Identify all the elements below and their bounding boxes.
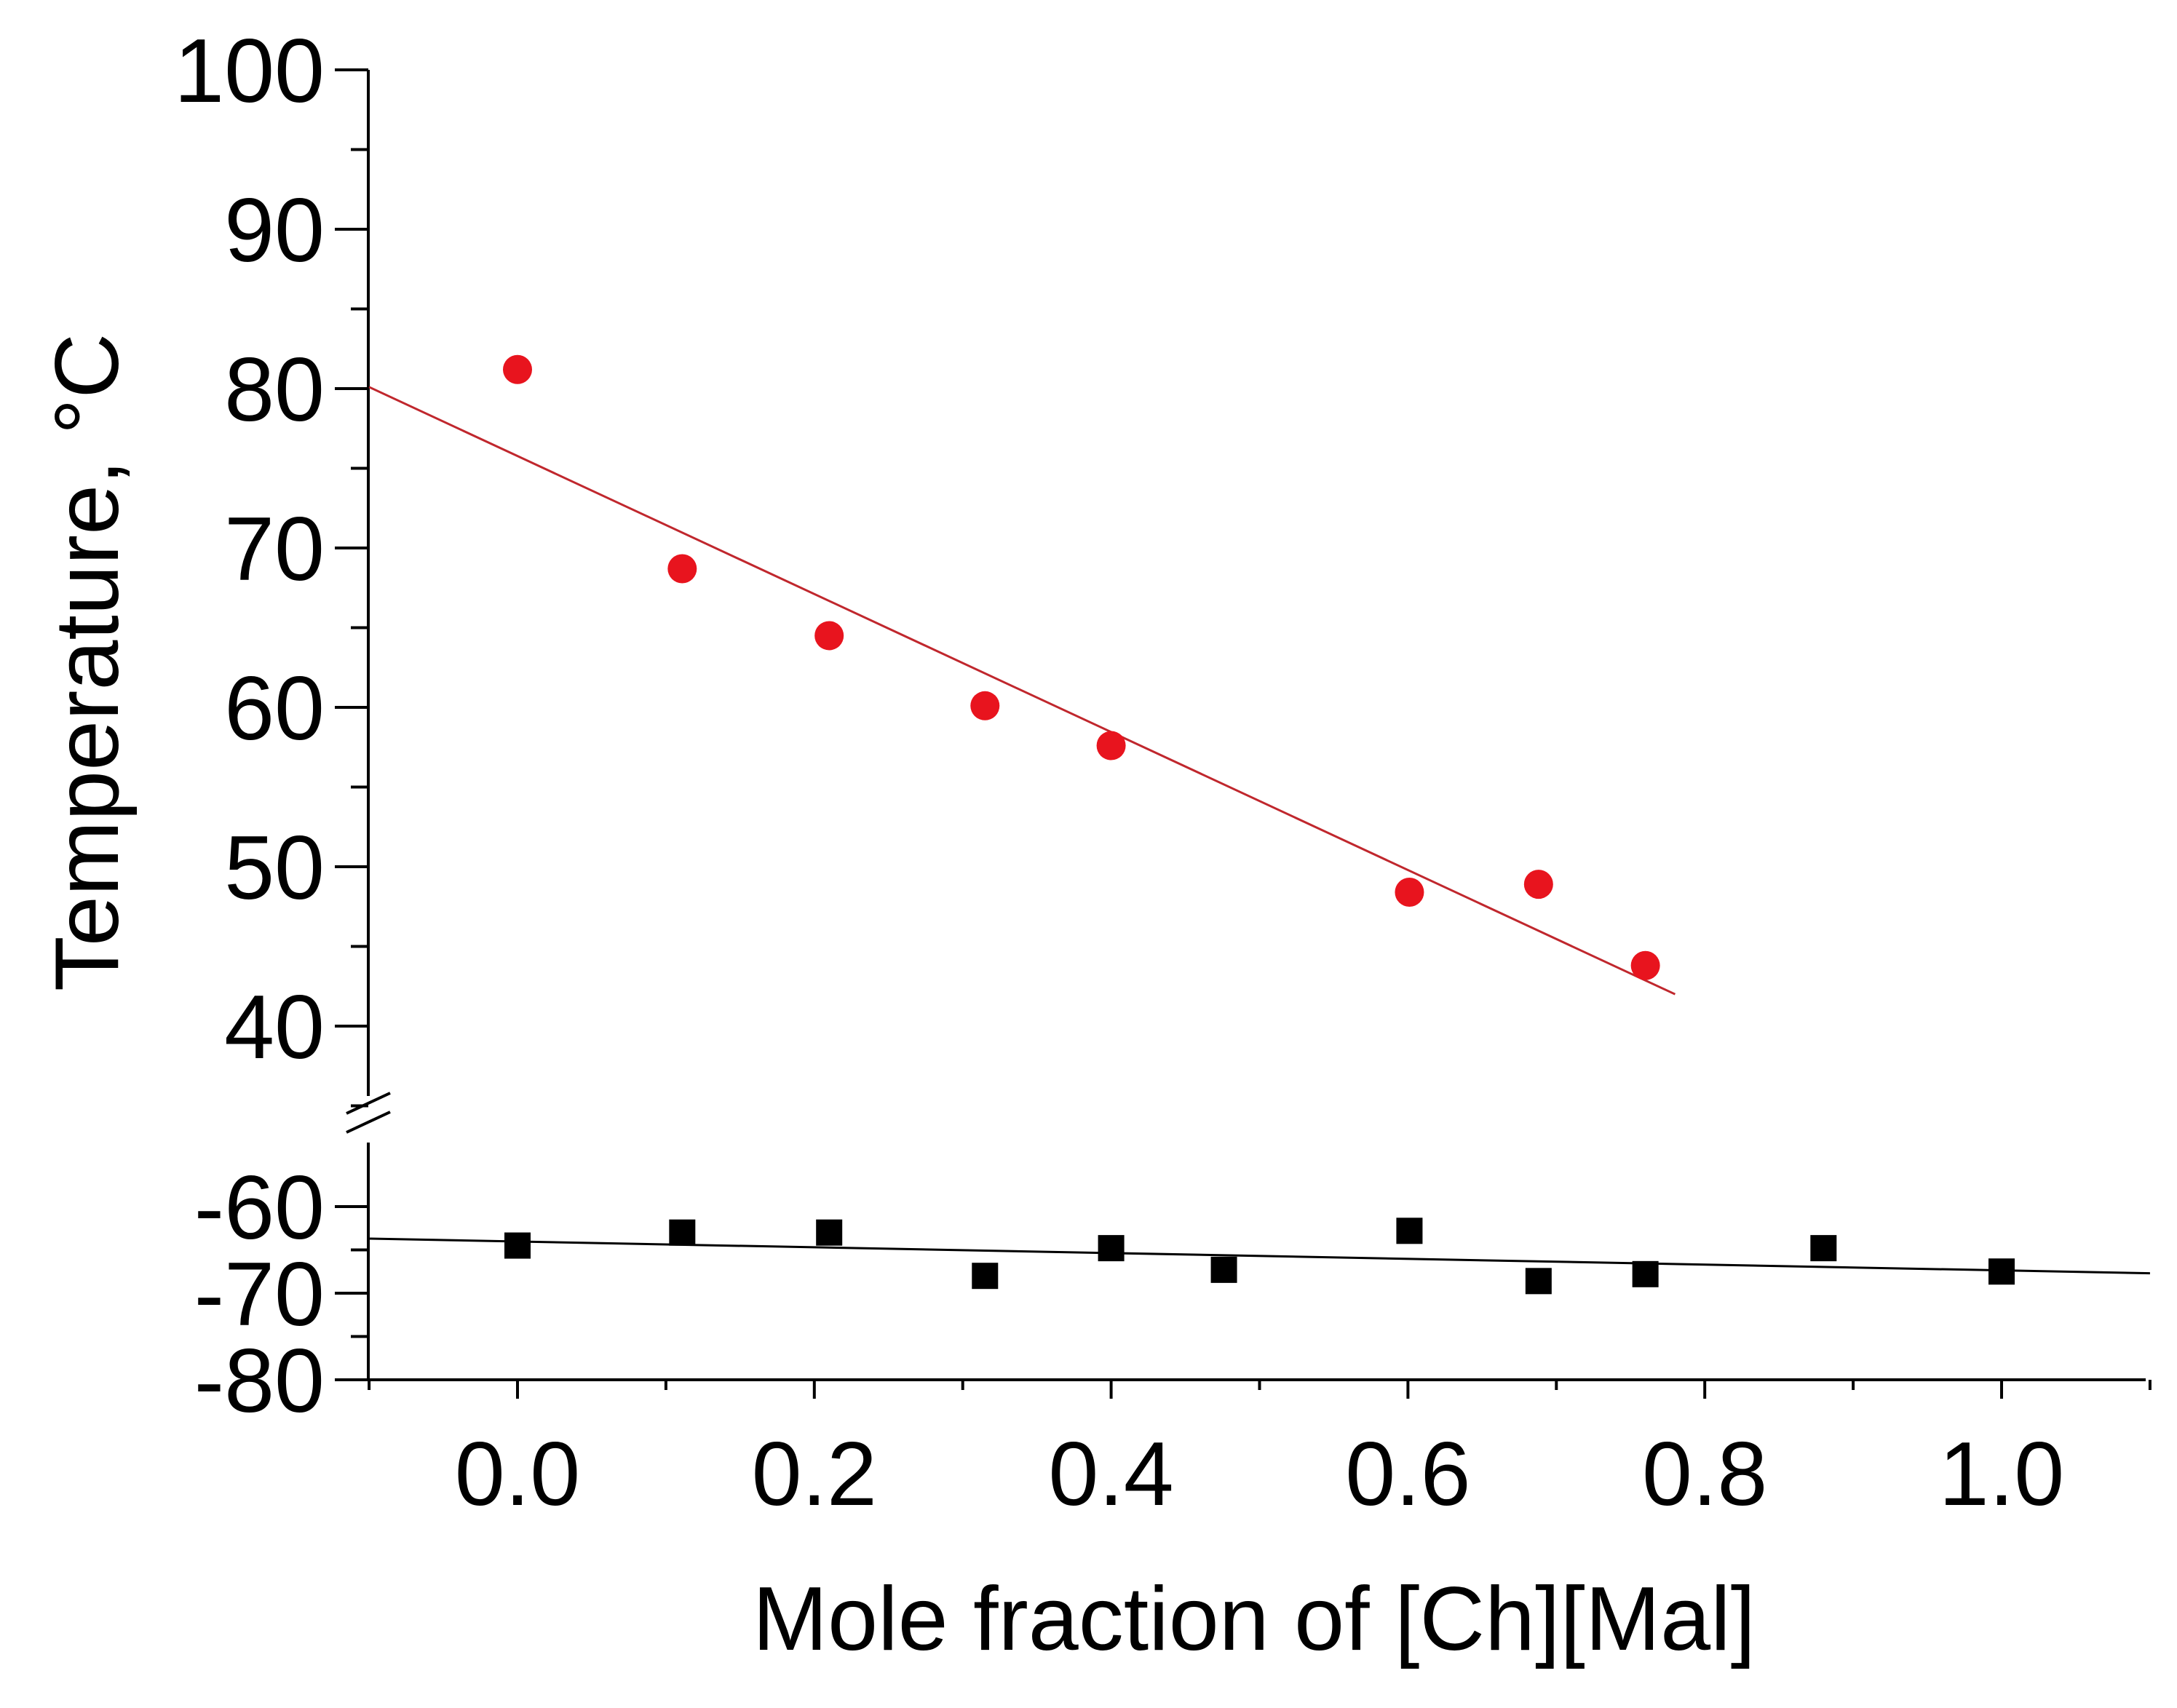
black-square-point — [1396, 1218, 1423, 1244]
black-square-point — [1210, 1256, 1237, 1283]
data-markers — [503, 354, 2015, 1295]
upper-y-tick-label: 60 — [224, 659, 325, 759]
y-axis-title: Temperature, °C — [37, 333, 138, 991]
x-tick-label: 1.0 — [1939, 1424, 2064, 1525]
upper-y-tick-label: 90 — [224, 180, 325, 281]
red-circle-point — [814, 621, 844, 651]
upper-y-tick-label: 80 — [224, 340, 325, 440]
black-square-point — [504, 1232, 531, 1259]
black-square-point — [1988, 1258, 2015, 1285]
x-tick-label: 0.0 — [455, 1424, 580, 1525]
x-tick-label: 0.2 — [752, 1424, 877, 1525]
red-circle-point — [1523, 870, 1553, 899]
lower-y-axis: -60-70-80 — [194, 1143, 370, 1431]
red-circle-point — [1395, 878, 1424, 907]
fit-lines — [368, 386, 2150, 1275]
x-tick-label: 0.4 — [1048, 1424, 1173, 1525]
lower-fit-line — [369, 1237, 2150, 1275]
black-square-point — [1810, 1235, 1837, 1262]
lower-y-tick-label: -60 — [194, 1158, 325, 1258]
black-square-point — [1098, 1235, 1125, 1262]
upper-y-tick-label: 100 — [174, 21, 325, 122]
black-square-point — [816, 1219, 843, 1246]
upper-y-tick-label: 50 — [224, 818, 325, 918]
red-circle-point — [1096, 731, 1126, 760]
red-circle-point — [667, 554, 697, 584]
x-tick-label: 0.6 — [1345, 1424, 1470, 1525]
axis-break-marker — [346, 1092, 391, 1134]
x-tick-label: 0.8 — [1642, 1424, 1767, 1525]
upper-y-tick-label: 70 — [224, 499, 325, 600]
axis-break-slash — [346, 1092, 391, 1115]
red-circle-point — [1630, 950, 1660, 980]
black-square-point — [1525, 1268, 1552, 1295]
axis-break-slash — [346, 1111, 391, 1134]
upper-fit-line — [368, 386, 1676, 996]
upper-y-axis: 40 50 60 70 80 90 100 — [174, 21, 370, 1108]
black-square-point — [1632, 1260, 1659, 1287]
upper-y-tick-label: 40 — [224, 977, 325, 1078]
lower-y-tick-label: -70 — [194, 1244, 325, 1345]
lower-y-tick-label: -80 — [194, 1331, 325, 1431]
x-axis-title: Mole fraction of [Ch][Mal] — [753, 1569, 1756, 1669]
black-square-point — [972, 1263, 999, 1290]
red-circle-point — [503, 354, 532, 384]
x-axis: 0.0 0.2 0.4 0.6 0.8 1.0 — [368, 1378, 2152, 1525]
black-square-point — [669, 1219, 696, 1246]
red-circle-point — [970, 691, 1000, 720]
